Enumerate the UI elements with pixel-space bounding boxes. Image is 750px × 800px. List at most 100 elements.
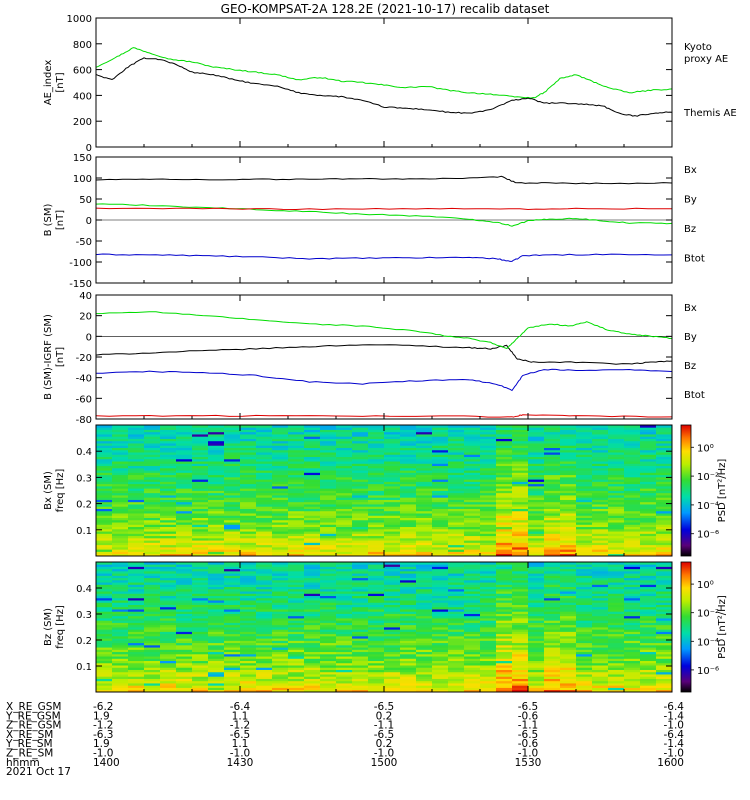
spectrogram-cell [560,434,577,437]
spectrogram-cell [144,483,161,487]
spectrogram-cell [480,662,497,666]
spectrogram-cell [304,683,321,686]
spectrogram-cell [608,517,625,521]
spectrogram-cell [608,429,625,433]
spectrogram-cell [112,687,129,691]
spectrogram-cell [160,595,177,599]
spectrogram-cell [208,653,225,657]
spectrogram-cell [512,597,529,601]
spectrogram-cell [128,454,145,458]
spectrogram-cell [352,524,369,528]
spectrogram-cell [560,495,577,498]
spectrogram-cell [272,588,289,592]
spectrogram-cell [576,685,593,688]
spectrogram-cell [192,472,209,476]
spectrogram-cell [656,427,673,430]
spectrogram-cell [624,671,641,675]
spectrogram-cell [128,618,145,621]
spectrogram-cell [368,458,385,462]
spectrogram-cell [288,537,305,541]
spectrogram-cell [240,440,257,444]
spectrogram-cell [608,472,625,476]
spectrogram-cell [352,653,369,657]
spectrogram-cell [384,615,401,619]
spectrogram-cell [368,461,385,464]
spectrogram-cell [576,662,593,666]
spectrogram-cell [448,443,465,446]
spectrogram-cell [576,549,593,552]
spectrogram-cell [560,513,577,516]
spectrogram-cell [560,644,577,648]
spectrogram-cell [352,678,369,682]
spectrogram-cell [512,436,529,439]
spectrogram-cell [256,591,273,594]
spectrogram-cell [528,624,545,628]
spectrogram-cell [464,600,481,603]
spectrogram-cell [496,687,513,691]
spectrogram-cell [336,685,353,688]
spectrogram-cell [368,635,385,639]
spectrogram-cell [176,481,193,485]
spectrogram-cell [480,582,497,585]
spectrogram-cell [624,495,641,498]
spectrogram-cell [320,481,337,485]
spectrogram-cell [448,481,465,485]
spectrogram-cell [176,584,193,588]
spectrogram-cell [272,519,289,523]
spectrogram-cell [560,449,577,453]
spectrogram-cell [144,485,161,489]
spectrogram-cell [528,586,545,590]
spectrogram-cell [576,613,593,617]
spectrogram-cell [384,452,401,455]
spectrogram-cell [160,633,177,637]
spectrogram-cell [144,456,161,460]
spectrogram-cell [320,499,337,503]
spectrogram-cell [544,669,561,673]
spectrogram-cell [176,568,193,572]
spectrogram-cell [160,472,177,476]
spectrogram-cell [304,510,321,514]
spectrogram-cell [272,481,289,485]
spectrogram-cell [128,501,145,505]
spectrogram-cell [432,606,449,610]
spectrogram-cell [160,651,177,655]
spectrogram-cell [432,553,449,557]
spectrogram-cell [496,440,513,444]
spectrogram-cell [368,438,385,442]
spectrogram-cell [512,553,529,557]
spectrogram-cell [448,622,465,626]
spectrogram-cell [144,685,161,688]
spectrogram-cell [144,606,161,610]
spectrogram-cell [160,627,177,630]
spectrogram-cell [416,499,433,503]
spectrogram-cell [144,678,161,682]
spectrogram-cell [176,606,193,610]
spectrogram-cell [432,456,449,460]
spectrogram-cell [224,540,241,543]
spectrogram-cell [304,658,321,662]
spectrogram-cell [192,429,209,433]
spectrogram-cell [448,427,465,430]
spectrogram-cell [384,467,401,471]
spectrogram-cell [448,615,465,619]
spectrogram-cell [640,517,657,521]
spectrogram-cell [560,662,577,666]
spectrogram-cell [144,566,161,570]
spectrogram-cell [528,582,545,585]
spectrogram-cell [96,485,113,489]
spectrogram-cell [240,615,257,619]
spectrogram-cell [272,651,289,655]
spectrogram-cell [624,665,641,668]
ephemeris-value: 0.2 [376,710,393,722]
ephemeris-value: -1.1 [374,720,395,732]
spectrogram-cell [256,651,273,655]
spectrogram-cell [384,499,401,503]
spectrogram-cell [288,436,305,439]
spectrogram-cell [560,540,577,543]
spectrogram-cell [256,533,273,537]
spectrogram-cell [528,495,545,498]
spectrogram-cell [128,488,145,491]
colorbar-tick-label: 10⁻² [697,609,719,620]
ephemeris-value: -1.2 [230,720,251,732]
